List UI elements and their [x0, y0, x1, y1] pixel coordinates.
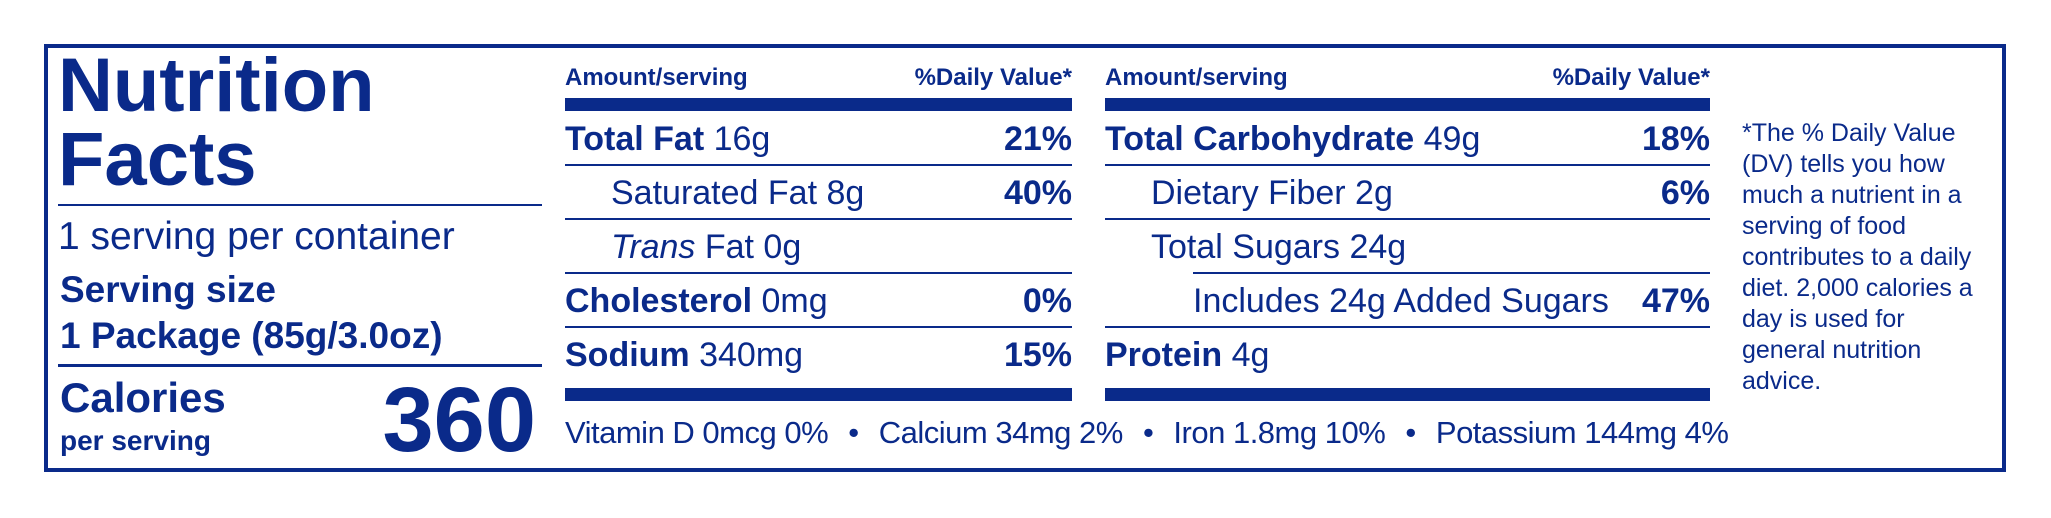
daily-value-footnote: *The % Daily Value (DV) tells you how mu…: [1742, 119, 1973, 395]
serving-divider: [58, 364, 542, 367]
nutrient-name: Includes 24g Added Sugars: [1193, 282, 1609, 320]
nutrient-row-cholesterol: Cholesterol 0mg 0%: [565, 274, 1072, 328]
nutrient-dv: 18%: [1641, 120, 1710, 158]
potassium: Potassium 144mg 4%: [1435, 415, 1729, 450]
col1-header-bar: [565, 98, 1072, 111]
nutrient-name: Trans: [611, 228, 696, 266]
bullet-separator: •: [1142, 415, 1154, 450]
nutrient-row-trans-fat: Trans Fat 0g: [565, 220, 1072, 274]
col2-header-amount: Amount/serving: [1105, 64, 1288, 91]
nutrient-amount: 16g: [704, 120, 771, 158]
nutrient-dv: 6%: [1660, 174, 1710, 212]
nutrient-row-protein: Protein 4g: [1105, 328, 1710, 382]
bullet-separator: •: [1405, 415, 1416, 450]
nutrient-row-dietary-fiber: Dietary Fiber 2g 6%: [1105, 166, 1710, 220]
nutrient-dv: 0%: [1022, 282, 1072, 320]
nutrient-row-added-sugars: Includes 24g Added Sugars 47%: [1105, 274, 1710, 328]
col2-footer-bar: [1105, 388, 1710, 401]
nutrient-dv: 15%: [1003, 336, 1072, 374]
nutrient-dv: 47%: [1641, 282, 1710, 320]
servings-per-container: 1 serving per container: [58, 215, 455, 258]
nutrient-amount: 0mg: [752, 282, 828, 320]
nutrition-facts-label: [44, 44, 2006, 472]
nutrient-name: Cholesterol: [565, 282, 753, 320]
nutrient-row-total-carbohydrate: Total Carbohydrate 49g 18%: [1105, 112, 1710, 166]
nutrient-amount: 4g: [1222, 336, 1270, 374]
nutrient-name: Total Sugars 24g: [1151, 228, 1407, 266]
bullet-separator: •: [848, 415, 859, 450]
col1-header-amount: Amount/serving: [565, 64, 748, 91]
calories-label: Calories: [60, 374, 226, 421]
calories-subtitle: per serving: [60, 425, 211, 456]
nutrient-name: Protein: [1105, 336, 1223, 374]
title-line-1: Nutrition: [58, 43, 375, 128]
col1-footer-bar: [565, 388, 1072, 401]
nutrient-name: Saturated Fat 8g: [611, 174, 865, 212]
nutrient-name: Sodium: [565, 336, 690, 374]
nutrient-row-total-fat: Total Fat 16g 21%: [565, 112, 1072, 166]
vitamin-d: Vitamin D 0mcg 0%: [565, 415, 829, 450]
title-divider: [58, 204, 542, 206]
serving-size-value: 1 Package (85g/3.0oz): [60, 315, 443, 356]
col2-header-dv: %Daily Value*: [1552, 64, 1710, 91]
calcium: Calcium 34mg 2%: [878, 415, 1124, 450]
nutrient-row-sodium: Sodium 340mg 15%: [565, 328, 1072, 382]
nutrient-row-total-sugars: Total Sugars 24g: [1105, 220, 1710, 274]
serving-size-label: Serving size: [60, 269, 276, 310]
nutrient-amount: 49g: [1414, 120, 1481, 158]
nutrient-dv: 21%: [1003, 120, 1072, 158]
calories-value: 360: [382, 369, 537, 471]
nutrient-dv: 40%: [1003, 174, 1072, 212]
nutrient-row-saturated-fat: Saturated Fat 8g 40%: [565, 166, 1072, 220]
nutrient-amount: Fat 0g: [695, 228, 802, 266]
nutrient-name: Total Carbohydrate: [1105, 120, 1415, 158]
col1-header-dv: %Daily Value*: [914, 64, 1072, 91]
nutrient-amount: 340mg: [689, 336, 804, 374]
title-line-2: Facts: [58, 117, 257, 202]
nutrient-name: Total Fat: [565, 120, 705, 158]
iron: Iron 1.8mg 10%: [1173, 415, 1386, 450]
nutrient-name: Dietary Fiber 2g: [1151, 174, 1393, 212]
vitamins-line: Vitamin D 0mcg 0% • Calcium 34mg 2% • Ir…: [565, 414, 1729, 452]
col2-header-bar: [1105, 98, 1710, 111]
